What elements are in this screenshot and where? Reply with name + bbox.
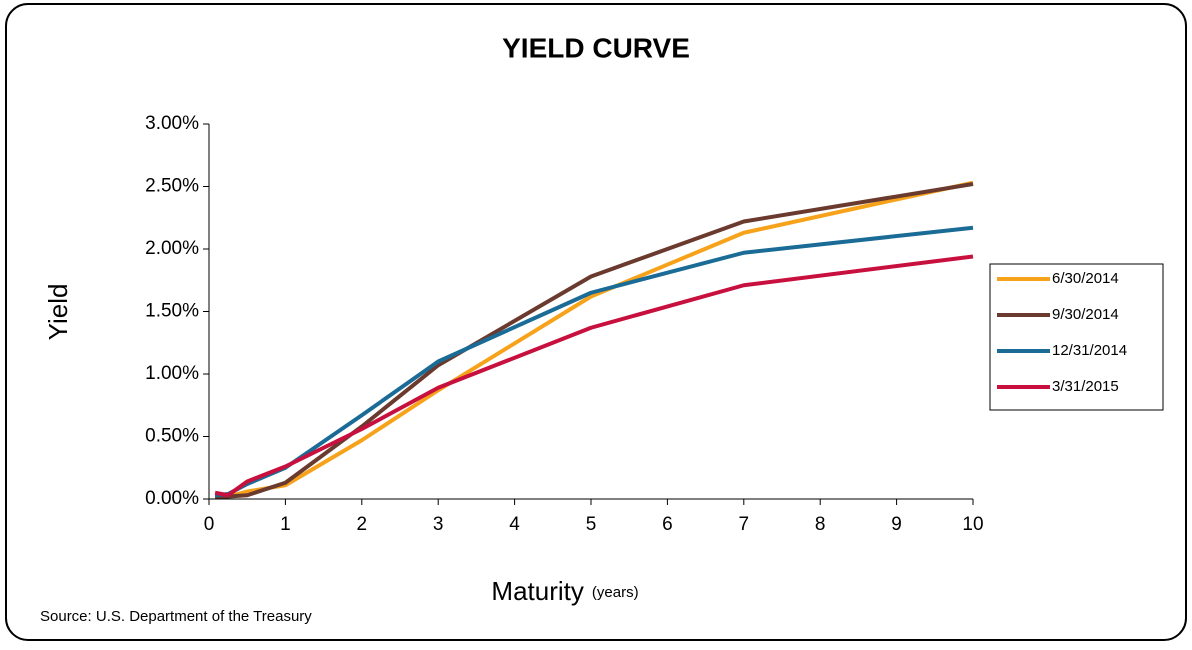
x-tick-label: 5 xyxy=(586,514,597,535)
series-line xyxy=(214,254,974,498)
y-tick-label: 0.00% xyxy=(145,488,199,509)
legend-label: 3/31/2015 xyxy=(1052,378,1119,395)
y-tick-label: 1.00% xyxy=(145,363,199,384)
legend-label: 12/31/2014 xyxy=(1052,342,1127,359)
legend-label: 6/30/2014 xyxy=(1052,270,1119,287)
x-tick-label: 4 xyxy=(509,514,520,535)
y-tick-label: 0.50% xyxy=(145,426,199,447)
y-tick-label: 2.00% xyxy=(145,238,199,259)
x-tick-label: 0 xyxy=(204,514,215,535)
y-tick-label: 1.50% xyxy=(145,301,199,322)
x-tick-label: 7 xyxy=(739,514,750,535)
x-axis-label: Maturity (years) xyxy=(491,576,638,606)
chart-title: YIELD CURVE xyxy=(502,32,690,63)
x-tick-label: 10 xyxy=(962,514,983,535)
x-tick-label: 8 xyxy=(815,514,826,535)
x-tick-label: 2 xyxy=(357,514,368,535)
source-note: Source: U.S. Department of the Treasury xyxy=(40,608,312,625)
x-axis-label-unit: (years) xyxy=(592,584,639,601)
series-line xyxy=(215,182,974,499)
x-axis-label-main: Maturity xyxy=(491,576,583,606)
legend-label: 9/30/2014 xyxy=(1052,306,1119,323)
y-tick-label: 2.50% xyxy=(145,176,199,197)
y-tick-label: 3.00% xyxy=(145,113,199,134)
x-tick-label: 6 xyxy=(662,514,673,535)
x-tick-label: 9 xyxy=(891,514,902,535)
y-axis-label: Yield xyxy=(43,284,73,341)
frame xyxy=(5,3,1187,641)
x-tick-label: 1 xyxy=(280,514,291,535)
x-tick-label: 3 xyxy=(433,514,444,535)
